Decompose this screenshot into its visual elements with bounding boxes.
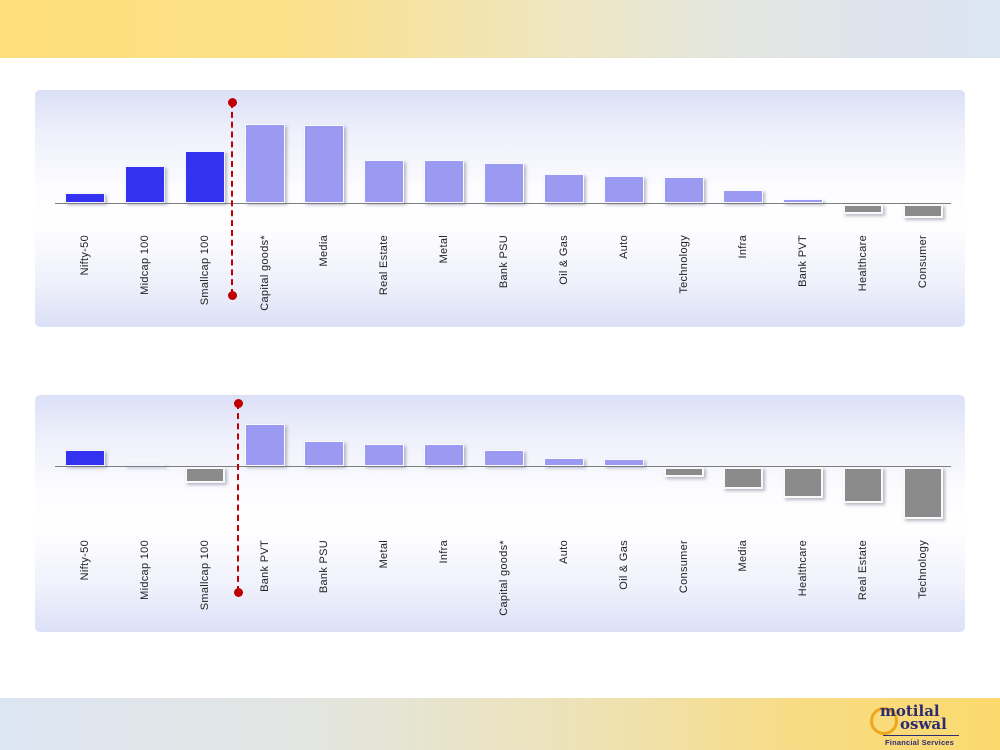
category-label-healthcare: Healthcare	[797, 540, 810, 597]
bar-technology	[663, 177, 704, 203]
category-label-auto: Auto	[557, 540, 570, 564]
category-label-consumer: Consumer	[677, 540, 690, 594]
bar-bank-psu	[304, 441, 345, 466]
red-divider-top-dot-icon	[233, 398, 243, 408]
bar-smallcap-100	[184, 151, 225, 203]
logo-wordmark-line2: oswal	[900, 715, 947, 733]
category-label-technology: Technology	[677, 235, 690, 294]
category-label-bank-psu: Bank PSU	[318, 540, 331, 594]
bar-oil-gas	[543, 174, 584, 203]
category-label-oil-gas: Oil & Gas	[617, 540, 630, 590]
index-sector-returns-chart-top: Nifty-50 Midcap 100 Smallcap 100 Capital go…	[35, 90, 965, 327]
category-label-midcap-100: Midcap 100	[138, 235, 151, 295]
category-label-midcap-100: Midcap 100	[138, 540, 151, 600]
category-label-nifty-50: Nifty-50	[79, 540, 91, 581]
category-label-capital-goods: Capital goods*	[258, 235, 271, 311]
category-label-capital-goods: Capital goods*	[498, 540, 511, 616]
logo-wordmark-line1: motilal	[880, 702, 940, 720]
category-label-media: Media	[737, 540, 750, 572]
bar-infra	[723, 190, 764, 203]
bar-healthcare	[783, 467, 824, 498]
bar-bank-pvt	[783, 199, 824, 203]
bar-media	[723, 467, 764, 489]
bar-midcap-100	[124, 464, 165, 466]
category-label-smallcap-100: Smallcap 100	[198, 540, 211, 611]
category-label-oil-gas: Oil & Gas	[557, 235, 570, 285]
category-label-metal: Metal	[438, 235, 451, 264]
category-label-technology: Technology	[917, 540, 930, 599]
category-label-bank-psu: Bank PSU	[498, 235, 511, 289]
bar-bank-pvt	[244, 424, 285, 466]
x-axis-line	[55, 203, 951, 204]
category-label-infra: Infra	[438, 540, 451, 564]
motilal-oswal-logo: motilal oswal Financial Services	[870, 704, 966, 748]
category-label-metal: Metal	[378, 540, 391, 569]
bar-midcap-100	[124, 166, 165, 203]
logo-ring-icon	[870, 707, 898, 735]
logo-tagline: Financial Services	[885, 738, 955, 747]
bar-oil-gas	[603, 459, 644, 466]
bar-nifty-50	[65, 193, 105, 203]
red-divider-bottom-dot-icon	[227, 290, 237, 300]
red-divider-top-dot-icon	[227, 97, 237, 107]
bar-real-estate	[364, 160, 405, 203]
index-sector-returns-chart-bottom: Nifty-50 Midcap 100 Smallcap 100 Bank PVT Ba…	[35, 395, 965, 632]
bar-auto	[603, 176, 644, 203]
bar-healthcare	[843, 204, 884, 214]
category-label-media: Media	[318, 235, 331, 267]
category-label-bank-pvt: Bank PVT	[797, 235, 810, 287]
category-label-healthcare: Healthcare	[857, 235, 870, 292]
red-dashed-divider-line	[231, 102, 233, 295]
category-label-infra: Infra	[737, 235, 750, 259]
bar-smallcap-100	[184, 467, 225, 483]
category-label-nifty-50: Nifty-50	[79, 235, 91, 276]
category-label-auto: Auto	[617, 235, 630, 259]
category-label-real-estate: Real Estate	[857, 540, 870, 601]
bar-metal	[424, 160, 465, 203]
category-label-bank-pvt: Bank PVT	[258, 540, 271, 592]
bar-consumer	[903, 204, 944, 218]
red-dashed-divider-line	[237, 403, 239, 592]
bottom-gradient-banner	[0, 698, 1000, 750]
bar-capital-goods	[484, 450, 525, 466]
bar-nifty-50	[65, 450, 105, 466]
bar-capital-goods	[244, 124, 285, 203]
bar-media	[304, 125, 345, 203]
bar-consumer	[663, 467, 704, 477]
bar-technology	[903, 467, 944, 519]
category-label-smallcap-100: Smallcap 100	[198, 235, 211, 306]
x-axis-line	[55, 466, 951, 467]
top-gradient-banner	[0, 0, 1000, 58]
red-divider-bottom-dot-icon	[233, 587, 243, 597]
bar-bank-psu	[484, 163, 525, 203]
bar-auto	[543, 458, 584, 466]
bar-metal	[364, 444, 405, 466]
category-label-real-estate: Real Estate	[378, 235, 391, 296]
logo-divider-rule	[883, 735, 959, 736]
category-label-consumer: Consumer	[917, 235, 930, 289]
bar-real-estate	[843, 467, 884, 503]
bar-infra	[424, 444, 465, 466]
